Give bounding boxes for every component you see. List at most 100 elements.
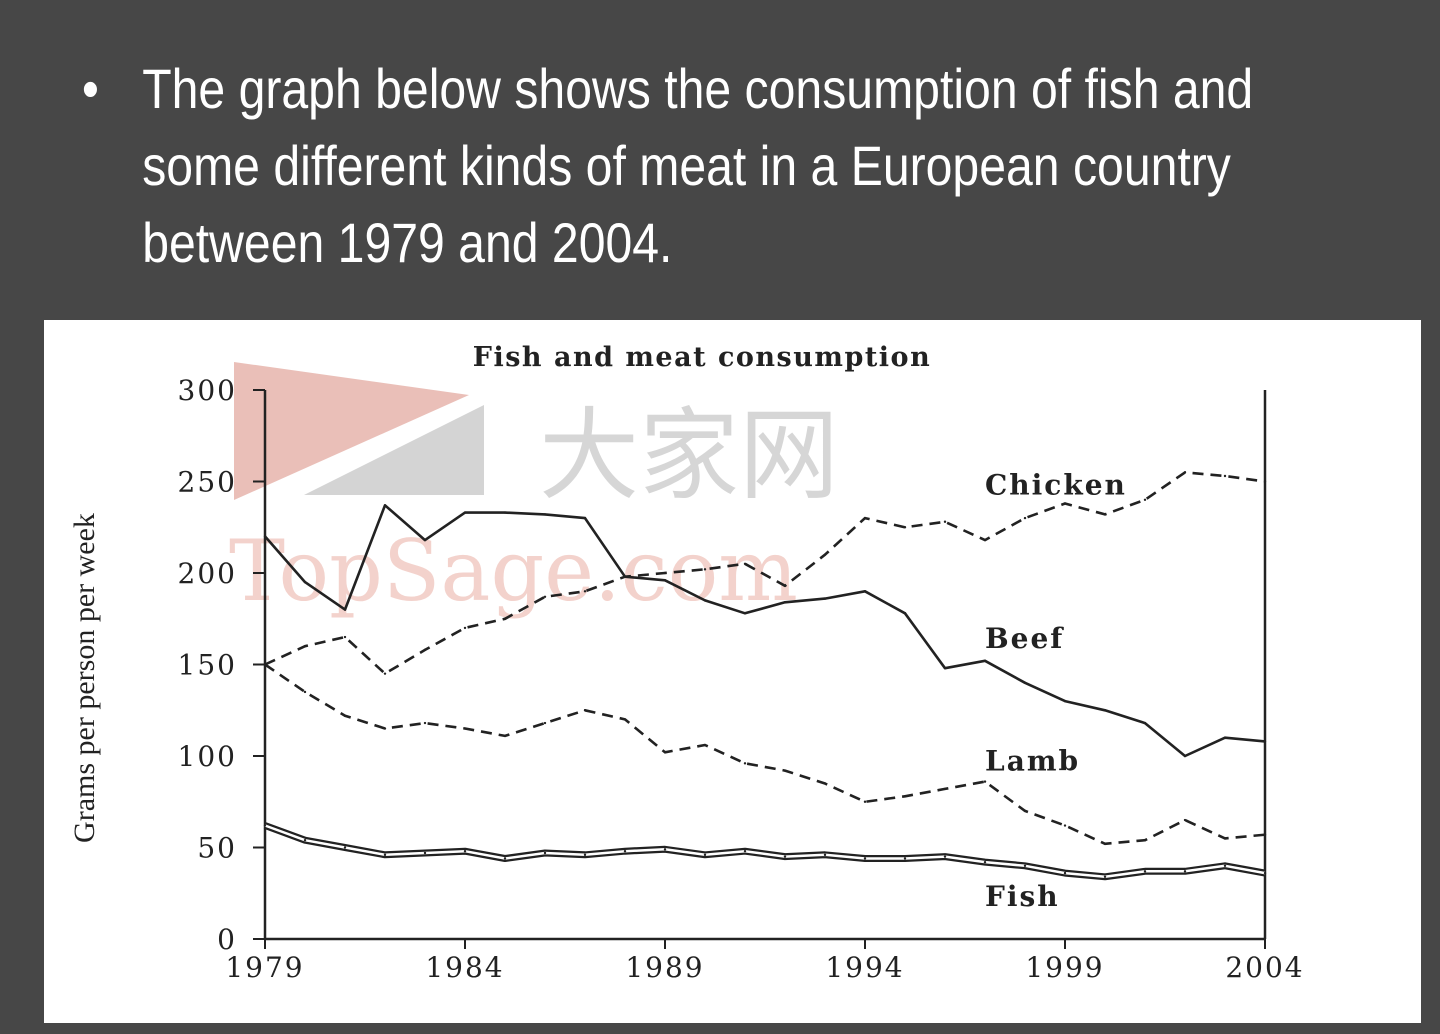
- lamb-point: [263, 663, 267, 666]
- lamb-point: [1103, 842, 1107, 846]
- line-chart: 大家网 TopSage.com Fish and meat consumptio…: [68, 342, 1304, 984]
- fish-point: [543, 851, 547, 855]
- fish-point: [903, 857, 907, 860]
- lamb-point: [1223, 837, 1227, 840]
- x-tick-label: 2004: [1225, 951, 1304, 984]
- beef-point: [663, 579, 667, 582]
- fish-point: [783, 855, 787, 858]
- y-tick-label: 50: [197, 832, 237, 865]
- series-labels: Chicken Beef Lamb Fish: [985, 468, 1127, 913]
- lamb-point: [1063, 824, 1067, 827]
- chicken-point: [303, 645, 307, 648]
- beef-point: [503, 511, 507, 514]
- chicken-series-label: Chicken: [985, 468, 1127, 501]
- chicken-point: [903, 526, 907, 529]
- lamb-point: [863, 800, 867, 803]
- chicken-point: [383, 672, 387, 675]
- chicken-point: [663, 571, 667, 575]
- lamb-point: [903, 795, 907, 798]
- fish-point: [1183, 870, 1187, 873]
- series-lines: [263, 471, 1267, 881]
- chicken-point: [823, 553, 827, 556]
- x-tick-label: 1999: [1025, 951, 1104, 984]
- fish-line-inner: [264, 824, 1266, 879]
- beef-point: [263, 535, 267, 538]
- watermark: 大家网 TopSage.com: [229, 362, 839, 620]
- watermark-logo-shape: [234, 362, 469, 500]
- chicken-point: [503, 617, 507, 620]
- beef-point: [703, 599, 707, 602]
- beef-point: [623, 575, 627, 578]
- lamb-point: [823, 782, 827, 785]
- y-tick-label: 100: [178, 740, 237, 773]
- slide-description: The graph below shows the consumption of…: [142, 50, 1363, 281]
- x-tick-label: 1989: [625, 951, 704, 984]
- y-tick-label: 200: [178, 557, 237, 590]
- beef-point: [303, 580, 307, 584]
- beef-series-label: Beef: [985, 622, 1064, 655]
- watermark-cjk-text: 大家网: [539, 397, 839, 514]
- lamb-point: [583, 709, 587, 712]
- beef-point: [1183, 754, 1187, 758]
- beef-point: [743, 612, 747, 615]
- beef-point: [903, 612, 907, 615]
- beef-point: [463, 511, 467, 514]
- fish-point: [743, 849, 747, 853]
- fish-point: [703, 853, 707, 857]
- fish-line: [263, 822, 1266, 881]
- fish-point: [1063, 871, 1067, 875]
- beef-point: [1063, 699, 1067, 703]
- chicken-point: [423, 648, 427, 652]
- chicken-point: [463, 626, 467, 630]
- lamb-point: [543, 721, 547, 725]
- x-tick-label: 1994: [825, 951, 904, 984]
- fish-point: [263, 824, 267, 827]
- chicken-point: [1143, 498, 1147, 501]
- lamb-point: [783, 769, 787, 772]
- fish-point: [303, 838, 307, 842]
- fish-point: [623, 849, 627, 853]
- lamb-point: [463, 727, 467, 730]
- beef-point: [1143, 721, 1147, 725]
- chicken-point: [343, 635, 347, 639]
- lamb-point: [1143, 838, 1147, 842]
- beef-line: [264, 504, 1266, 758]
- slide-text-line-3: between 1979 and 2004.: [142, 211, 673, 274]
- fish-point: [1023, 864, 1027, 867]
- bullet-dot: •: [82, 57, 99, 120]
- lamb-point: [503, 734, 507, 738]
- lamb-series-label: Lamb: [985, 745, 1080, 778]
- chicken-point: [943, 520, 947, 523]
- y-tick-label: 0: [217, 923, 237, 956]
- fish-point: [1143, 870, 1147, 873]
- chicken-point: [743, 562, 747, 566]
- x-tick-label: 1979: [225, 951, 304, 984]
- beef-point: [863, 590, 867, 593]
- lamb-point: [983, 780, 987, 783]
- fish-point: [1223, 864, 1227, 867]
- fish-point: [863, 857, 867, 860]
- fish-point: [383, 853, 387, 857]
- y-tick-label: 250: [178, 466, 237, 499]
- slide-text-line-2: some different kinds of meat in a Europe…: [142, 134, 1231, 197]
- lamb-point: [623, 718, 627, 721]
- lamb-point: [703, 743, 707, 747]
- lamb-point: [663, 751, 667, 754]
- chicken-point: [863, 516, 867, 520]
- fish-point: [823, 853, 827, 857]
- beef-point: [943, 666, 947, 670]
- chicken-point: [1103, 513, 1107, 516]
- fish-series-label: Fish: [985, 880, 1060, 913]
- chicken-point: [783, 584, 787, 588]
- chicken-point: [1023, 516, 1027, 520]
- watermark-latin-text: TopSage.com: [229, 522, 798, 620]
- chicken-point: [1223, 474, 1227, 478]
- chicken-point: [983, 538, 987, 542]
- fish-point: [463, 849, 467, 853]
- lamb-point: [1263, 833, 1267, 836]
- fish-point: [343, 846, 347, 849]
- y-tick-label: 150: [178, 649, 237, 682]
- lamb-point: [943, 787, 947, 791]
- fish-point: [1263, 871, 1267, 875]
- beef-point: [1223, 736, 1227, 739]
